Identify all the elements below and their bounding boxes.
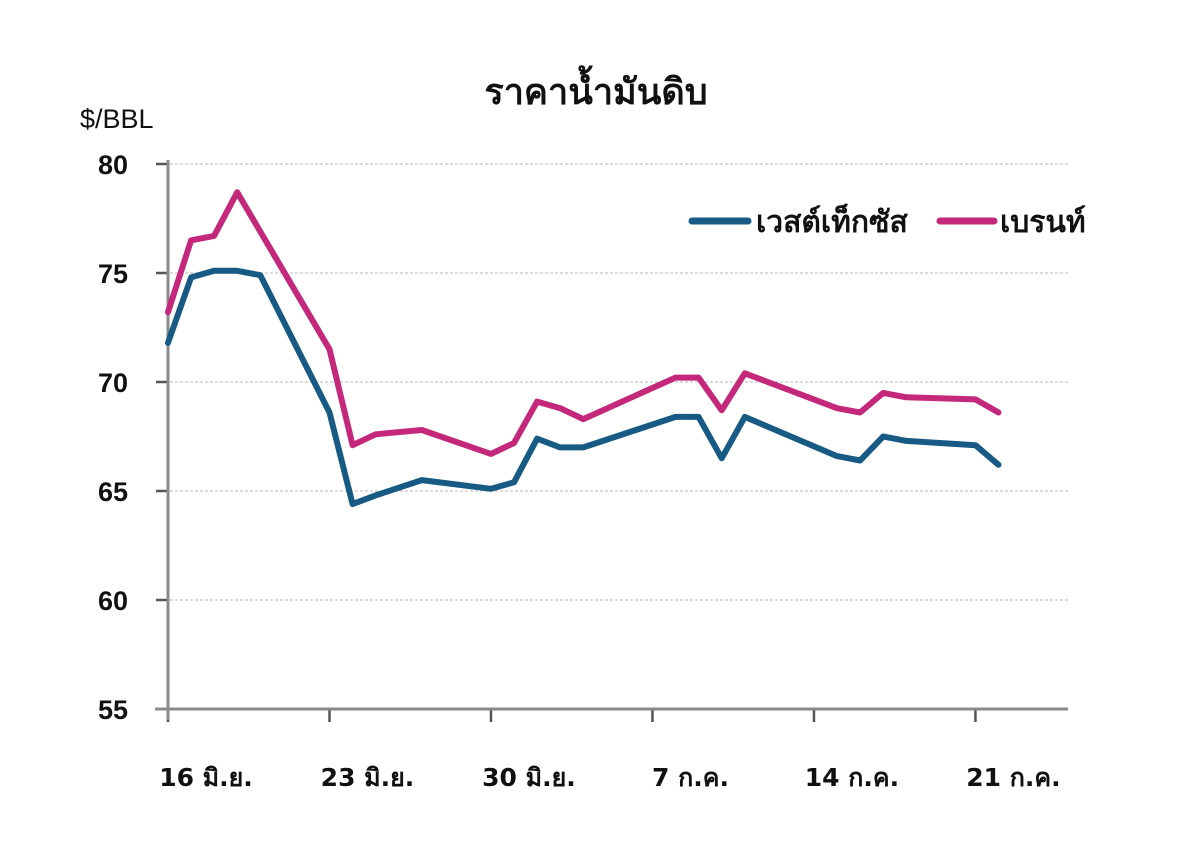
x-tick-label: 21 ก.ค. bbox=[966, 763, 1060, 792]
y-tick-label: 65 bbox=[98, 477, 128, 507]
legend: เวสต์เท็กซัส เบรนท์ bbox=[688, 203, 1086, 240]
brent-price-line bbox=[165, 189, 1002, 457]
x-tick-label: 7 ก.ค. bbox=[652, 763, 729, 792]
y-axis-unit-label: $/BBL bbox=[80, 104, 154, 134]
chart-title: ราคาน้ำมันดิบ bbox=[484, 65, 707, 113]
x-tick-label: 14 ก.ค. bbox=[805, 763, 899, 792]
wti-price-line bbox=[165, 267, 1002, 508]
x-axis-ticks: 16 มิ.ย. 23 มิ.ย. 30 มิ.ย. 7 ก.ค. 14 ก.ค. 21 … bbox=[159, 709, 1061, 792]
x-tick-label: 16 มิ.ย. bbox=[159, 763, 253, 792]
x-tick-label: 30 มิ.ย. bbox=[482, 763, 576, 792]
series-lines bbox=[165, 189, 1002, 508]
y-tick-label: 80 bbox=[98, 150, 128, 180]
legend-item-brent: เบรนท์ bbox=[936, 205, 1086, 240]
y-tick-label: 60 bbox=[98, 586, 128, 616]
y-tick-label: 75 bbox=[98, 259, 128, 289]
y-tick-label: 70 bbox=[98, 368, 128, 398]
legend-label-brent: เบรนท์ bbox=[1000, 205, 1086, 240]
y-tick-label: 55 bbox=[98, 695, 128, 725]
gridlines bbox=[170, 163, 1068, 601]
y-axis-ticks: 55 60 65 70 75 80 bbox=[98, 150, 168, 725]
x-tick-label: 23 มิ.ย. bbox=[321, 763, 415, 792]
legend-item-wti: เวสต์เท็กซัส bbox=[688, 203, 908, 240]
legend-label-wti: เวสต์เท็กซัส bbox=[756, 203, 908, 240]
